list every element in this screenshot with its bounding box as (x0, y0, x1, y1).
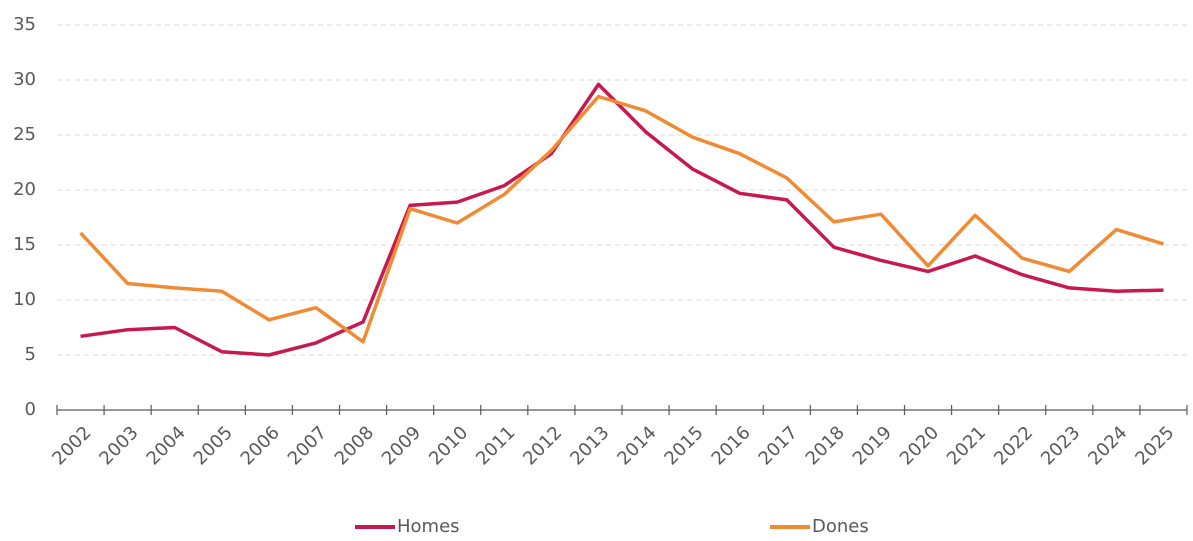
x-tick-label: 2012 (519, 422, 566, 469)
y-tick-label: 30 (13, 69, 36, 90)
x-tick-label: 2002 (48, 422, 95, 469)
x-tick-label: 2003 (95, 422, 142, 469)
x-tick-label: 2011 (472, 422, 519, 469)
x-tick-label: 2022 (990, 422, 1037, 469)
y-tick-label: 20 (13, 179, 36, 200)
x-tick-label: 2023 (1037, 422, 1084, 469)
x-tick-label: 2013 (566, 422, 613, 469)
x-tick-label: 2024 (1084, 422, 1131, 469)
x-tick-label: 2006 (237, 422, 284, 469)
y-tick-label: 0 (25, 399, 36, 420)
legend-label: Homes (397, 516, 460, 537)
x-tick-label: 2008 (331, 422, 378, 469)
x-tick-label: 2014 (613, 422, 660, 469)
x-tick-label: 2017 (755, 422, 802, 469)
x-tick-label: 2005 (190, 422, 237, 469)
x-tick-label: 2010 (425, 422, 472, 469)
y-tick-label: 5 (25, 344, 36, 365)
x-tick-label: 2018 (802, 422, 849, 469)
legend-label: Dones (812, 516, 869, 537)
x-tick-label: 2025 (1131, 422, 1178, 469)
x-tick-label: 2020 (896, 422, 943, 469)
line (80, 82, 1164, 357)
y-tick-label: 10 (13, 289, 36, 310)
x-tick-label: 2015 (660, 422, 707, 469)
y-tick-label: 35 (13, 14, 36, 35)
x-tick-label: 2016 (708, 422, 755, 469)
line (79, 94, 1164, 344)
y-tick-label: 15 (13, 234, 36, 255)
x-tick-label: 2004 (143, 422, 190, 469)
x-tick-label: 2019 (849, 422, 896, 469)
y-tick-label: 25 (13, 124, 36, 145)
x-tick-label: 2021 (943, 422, 990, 469)
x-tick-label: 2007 (284, 422, 331, 469)
x-tick-label: 2009 (378, 422, 425, 469)
